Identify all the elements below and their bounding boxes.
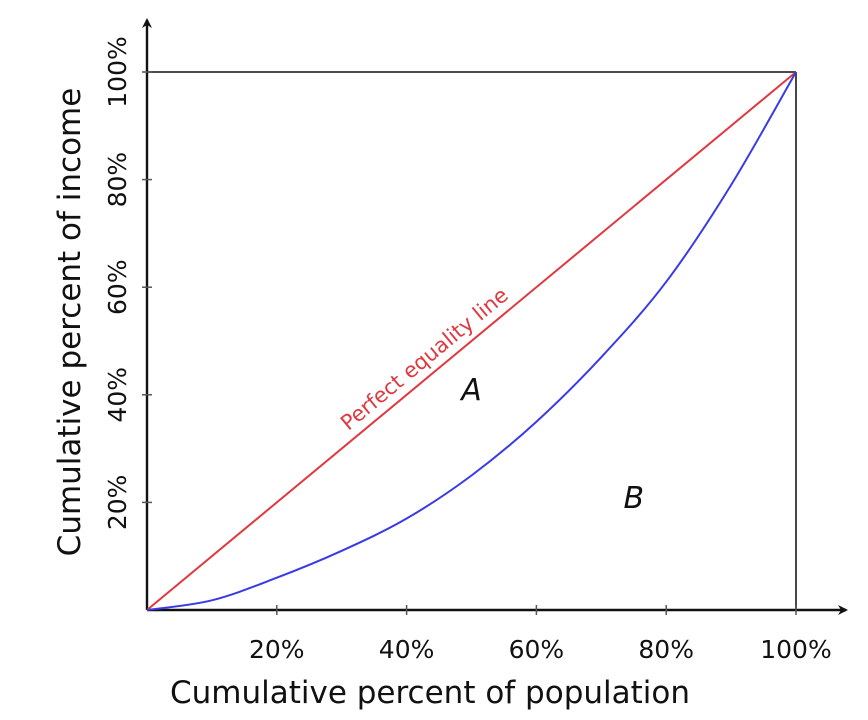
y-tick-label: 40% [103, 367, 132, 423]
y-tick-label: 60% [103, 259, 132, 315]
series-label: Perfect equality line [336, 283, 513, 435]
x-tick-label: 20% [249, 635, 305, 664]
series-lines [146, 71, 797, 611]
x-tick-label: 100% [760, 635, 831, 664]
y-tick-label: 20% [103, 475, 132, 531]
x-tick-label: 80% [638, 635, 694, 664]
x-tick-label: 40% [379, 635, 435, 664]
perfect-equality-line [146, 71, 797, 611]
region-label-a: A [459, 373, 482, 408]
axes [142, 18, 848, 615]
y-tick-label: 80% [103, 152, 132, 208]
y-axis-title: Cumulative percent of income [52, 88, 88, 557]
lorenz-curve [146, 71, 797, 611]
tick-marks [142, 71, 797, 615]
region-label-b: B [623, 481, 644, 516]
x-axis-title: Cumulative percent of population [170, 675, 690, 711]
x-tick-label: 60% [509, 635, 565, 664]
y-tick-label: 100% [103, 36, 132, 107]
reference-frame [147, 71, 797, 610]
